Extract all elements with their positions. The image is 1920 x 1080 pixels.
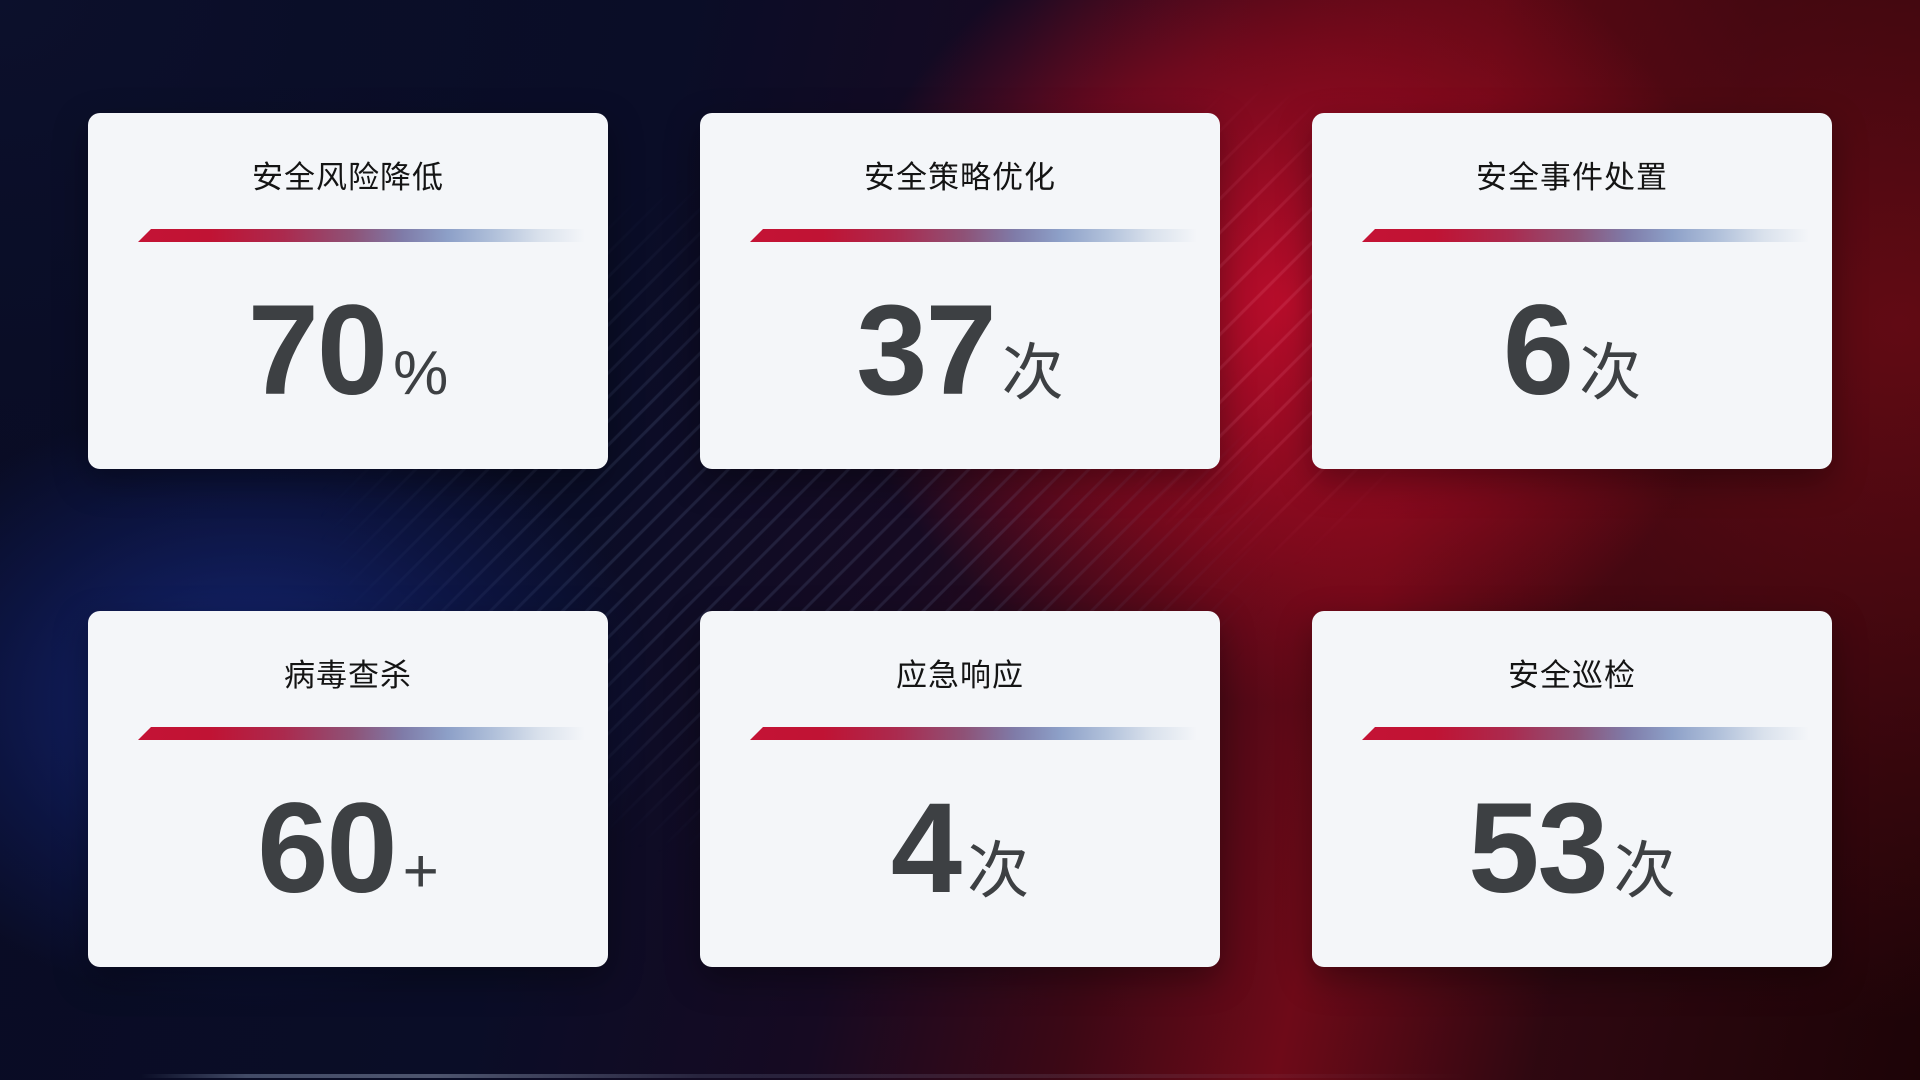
stat-card-value: 37 次 <box>856 278 1064 422</box>
stat-card-title: 安全策略优化 <box>864 160 1056 195</box>
stat-card-value: 6 次 <box>1502 278 1642 422</box>
stat-value: 53 <box>1468 776 1608 920</box>
stat-card-value-row: 6 次 <box>1312 242 1832 469</box>
stat-card-title: 病毒查杀 <box>284 658 412 693</box>
stat-card: 安全策略优化 37 次 <box>700 113 1220 469</box>
stat-card-title: 安全风险降低 <box>252 160 444 195</box>
stat-value: 4 <box>890 776 962 920</box>
stat-card-value: 4 次 <box>890 776 1030 920</box>
stat-card-divider <box>1362 229 1818 242</box>
stat-card-title: 安全巡检 <box>1508 658 1636 693</box>
stat-value: 6 <box>1502 278 1574 422</box>
stat-value: 60 <box>257 776 397 920</box>
stat-card-divider <box>750 727 1206 740</box>
stat-value: 70 <box>247 278 388 422</box>
stat-card-value: 53 次 <box>1468 776 1676 920</box>
stat-card: 安全风险降低 70 % <box>88 113 608 469</box>
stat-unit: 次 <box>1001 338 1064 408</box>
stat-card-value-row: 70 % <box>88 242 608 469</box>
stat-unit: + <box>402 836 439 906</box>
stat-card-value: 60 + <box>257 776 439 920</box>
stat-card-title: 安全事件处置 <box>1476 160 1668 195</box>
stat-card-divider <box>138 727 594 740</box>
stat-unit: 次 <box>967 836 1030 906</box>
stat-unit: % <box>393 338 449 408</box>
stat-card-title: 应急响应 <box>896 658 1024 693</box>
stat-card-value-row: 37 次 <box>700 242 1220 469</box>
stat-card-divider <box>1362 727 1818 740</box>
stat-unit: 次 <box>1579 338 1642 408</box>
stat-card: 安全事件处置 6 次 <box>1312 113 1832 469</box>
stat-unit: 次 <box>1613 836 1676 906</box>
stat-card-value-row: 60 + <box>88 740 608 967</box>
stat-card-divider <box>138 229 594 242</box>
stat-card-divider <box>750 229 1206 242</box>
stat-value: 37 <box>856 278 996 422</box>
stat-card-value: 70 % <box>247 278 449 422</box>
stat-card-value-row: 4 次 <box>700 740 1220 967</box>
stat-card: 安全巡检 53 次 <box>1312 611 1832 967</box>
bottom-glow-decor <box>140 1074 1470 1078</box>
stat-card: 应急响应 4 次 <box>700 611 1220 967</box>
stat-card-value-row: 53 次 <box>1312 740 1832 967</box>
stat-card: 病毒查杀 60 + <box>88 611 608 967</box>
